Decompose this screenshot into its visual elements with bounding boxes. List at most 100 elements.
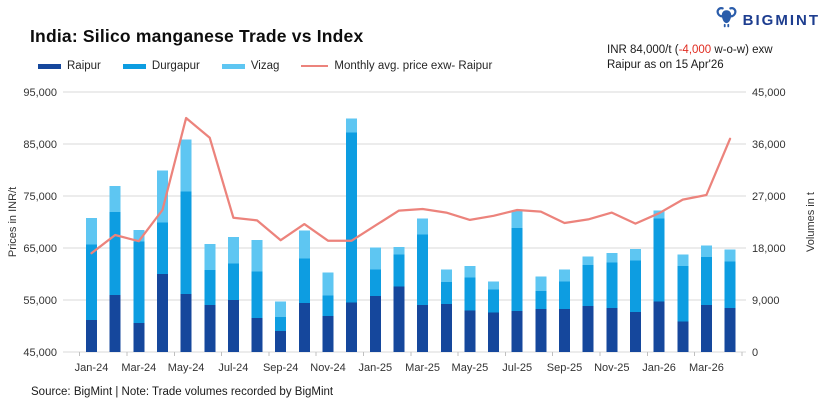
legend-label: Raipur xyxy=(67,60,101,72)
bar-segment-durgapur xyxy=(204,269,216,306)
left-axis-tick-label: 95,000 xyxy=(23,87,57,99)
x-axis-label: Jan-26 xyxy=(642,362,676,374)
bar-segment-durgapur xyxy=(369,269,381,296)
bar-segment-raipur xyxy=(322,316,334,352)
legend-label: Vizag xyxy=(250,60,280,72)
raipur-swatch-icon xyxy=(38,63,61,69)
bar-segment-vizag xyxy=(464,265,476,278)
right-axis-tick-label: 9,000 xyxy=(752,295,780,307)
legend-item-durgapur: Durgapur xyxy=(122,60,200,72)
bar-segment-vizag xyxy=(298,230,310,259)
bar-segment-raipur xyxy=(251,317,263,352)
bar-segment-durgapur xyxy=(180,191,192,295)
bar-segment-vizag xyxy=(559,269,570,282)
price-line-swatch-icon xyxy=(301,64,329,68)
bar-segment-raipur xyxy=(109,294,121,352)
right-axis-tick-label: 36,000 xyxy=(752,139,786,151)
price-line xyxy=(90,116,732,255)
bigmint-logo: BIGMINT xyxy=(714,5,820,35)
annotation-line2: Raipur as on 15 Apr'26 xyxy=(607,59,724,71)
bar-segment-durgapur xyxy=(700,257,712,306)
x-axis-label: Jan-25 xyxy=(358,362,392,374)
bar-segment-raipur xyxy=(488,312,500,352)
bar-segment-durgapur xyxy=(156,222,168,274)
bar-segment-durgapur xyxy=(582,264,594,306)
bar-segment-vizag xyxy=(582,256,594,265)
bar-segment-vizag xyxy=(109,186,121,213)
bar-segment-vizag xyxy=(629,249,641,261)
bar-segment-raipur xyxy=(724,308,736,352)
bar-segment-durgapur xyxy=(86,244,97,321)
bar-segment-durgapur xyxy=(298,258,310,303)
bar-segment-durgapur xyxy=(677,265,689,322)
bar-segment-vizag xyxy=(606,253,618,263)
bar-segment-vizag xyxy=(677,254,689,266)
bar-segment-raipur xyxy=(369,295,381,352)
bar-segment-vizag xyxy=(653,210,665,219)
bar-segment-durgapur xyxy=(440,282,452,305)
bar-segment-raipur xyxy=(133,323,145,352)
wow-change-value: -4,000 xyxy=(678,44,712,56)
bar-segment-raipur xyxy=(298,302,310,352)
left-axis-tick-label: 75,000 xyxy=(23,191,57,203)
bar-segment-durgapur xyxy=(559,281,570,310)
left-axis-title: Prices in INR/t xyxy=(7,187,19,257)
bar-segment-durgapur xyxy=(109,212,121,295)
source-note: Source: BigMint | Note: Trade volumes re… xyxy=(31,386,334,398)
bar-segment-durgapur xyxy=(417,234,429,306)
bigmint-ram-icon xyxy=(714,5,739,35)
bar-segment-vizag xyxy=(133,230,145,242)
bar-segment-durgapur xyxy=(464,277,476,311)
bar-segment-durgapur xyxy=(653,218,665,302)
left-axis-tick-label: 45,000 xyxy=(23,347,57,359)
bar-segment-durgapur xyxy=(629,260,641,313)
bar-segment-raipur xyxy=(629,312,641,352)
x-axis-label: Nov-25 xyxy=(594,362,629,374)
chart-legend: Raipur Durgapur Vizag Monthly avg. price… xyxy=(38,60,514,72)
bar-segment-durgapur xyxy=(133,241,145,324)
bar-segment-raipur xyxy=(86,320,97,352)
bar-segment-vizag xyxy=(417,218,429,235)
right-axis-tick-label: 45,000 xyxy=(752,87,786,99)
bigmint-wordmark: BIGMINT xyxy=(742,11,820,29)
durgapur-swatch-icon xyxy=(122,63,146,69)
left-axis-tick-label: 85,000 xyxy=(23,139,57,151)
right-axis-title: Volumes in t xyxy=(805,192,817,252)
x-axis-label: Jul-24 xyxy=(218,362,248,374)
bar-segment-durgapur xyxy=(251,271,263,318)
bar-segment-vizag xyxy=(251,239,263,272)
bar-segment-durgapur xyxy=(535,290,547,310)
bar-segment-durgapur xyxy=(724,261,736,309)
annotation-text: INR 84,000/t ( xyxy=(607,44,679,56)
bar-segment-vizag xyxy=(535,276,547,291)
bar-segment-vizag xyxy=(156,170,168,223)
x-axis-label: Jan-24 xyxy=(75,362,109,374)
legend-label: Durgapur xyxy=(151,60,200,72)
bar-segment-raipur xyxy=(346,302,358,352)
bar-segment-raipur xyxy=(606,308,618,352)
bar-segment-vizag xyxy=(227,237,239,264)
bar-segment-raipur xyxy=(227,300,239,352)
x-axis-label: Mar-24 xyxy=(121,362,156,374)
left-axis-tick-label: 65,000 xyxy=(23,243,57,255)
bar-segment-vizag xyxy=(346,118,358,133)
bar-segment-vizag xyxy=(511,211,523,228)
bar-segment-durgapur xyxy=(227,263,239,300)
bar-segment-durgapur xyxy=(275,316,287,332)
right-axis-tick-label: 18,000 xyxy=(752,243,786,255)
bar-segment-vizag xyxy=(440,269,452,283)
x-axis-label: Sep-24 xyxy=(263,362,298,374)
bar-segment-raipur xyxy=(464,310,476,352)
bar-segment-durgapur xyxy=(322,295,334,317)
x-axis-label: Nov-24 xyxy=(310,362,345,374)
bar-segment-durgapur xyxy=(511,227,523,311)
left-axis-tick-label: 55,000 xyxy=(23,295,57,307)
right-axis-tick-label: 27,000 xyxy=(752,191,786,203)
bar-segment-vizag xyxy=(275,301,287,317)
bar-segment-raipur xyxy=(582,305,594,352)
vizag-swatch-icon xyxy=(221,63,245,69)
bar-segment-raipur xyxy=(700,305,712,352)
bar-segment-raipur xyxy=(535,309,547,352)
right-axis-tick-label: 0 xyxy=(752,347,758,359)
bar-segment-vizag xyxy=(204,243,216,270)
